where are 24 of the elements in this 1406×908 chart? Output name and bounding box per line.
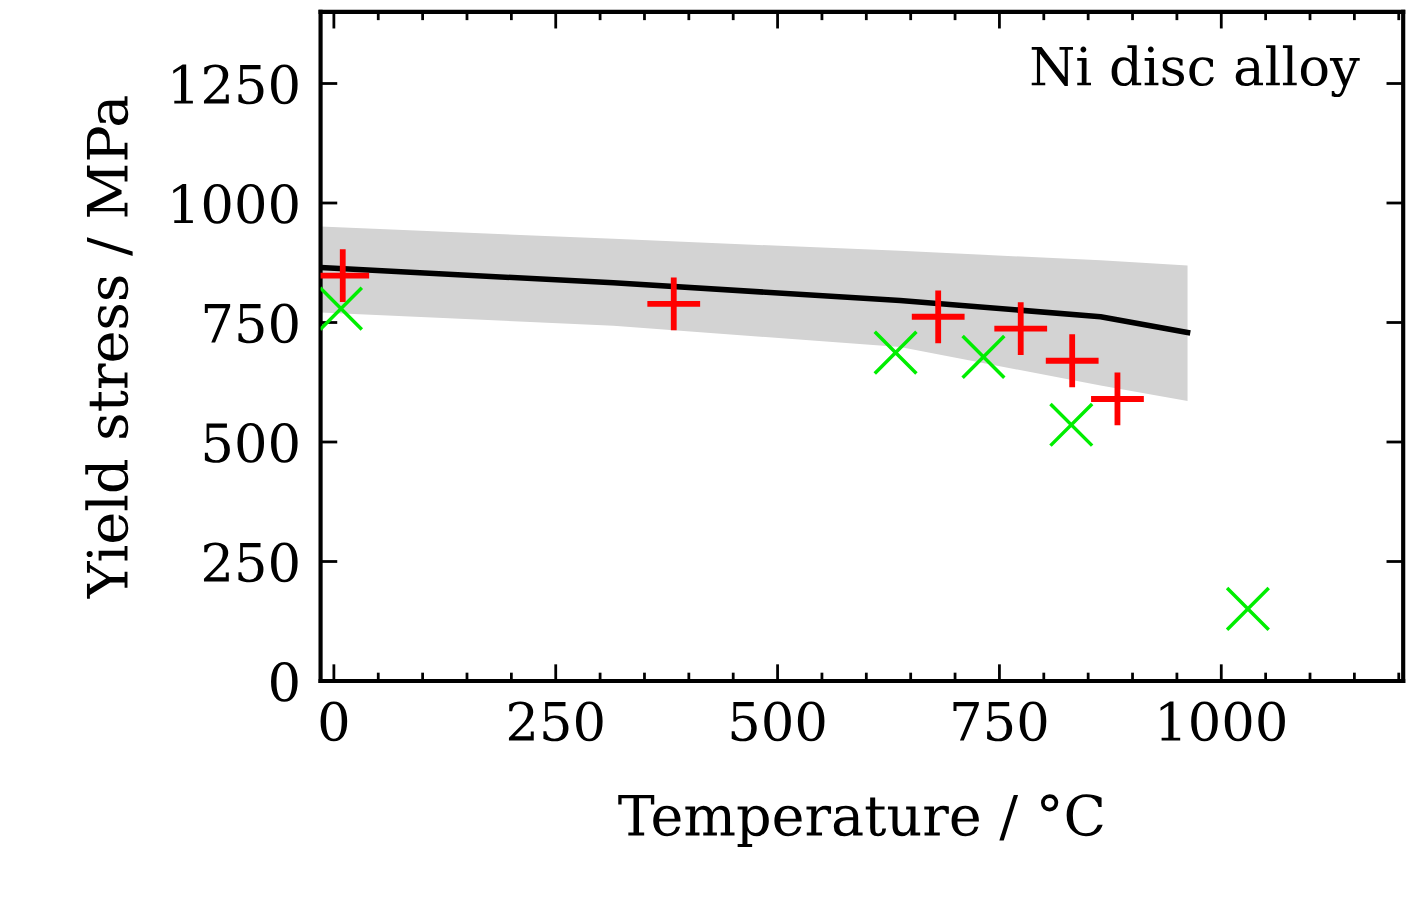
point bbox=[1091, 372, 1144, 426]
x-tick-label: 0 bbox=[320, 701, 348, 742]
annotation: Ni disc alloy bbox=[1031, 45, 1360, 98]
point bbox=[1048, 402, 1094, 448]
y-axis-title: Yield stress / MPa bbox=[85, 96, 133, 599]
y-tick-label: 500 bbox=[204, 422, 298, 463]
x-tick-label: 750 bbox=[953, 701, 1047, 742]
x-tick-label: 1000 bbox=[1160, 701, 1285, 742]
point bbox=[1045, 334, 1099, 388]
y-tick-label: 1000 bbox=[173, 183, 298, 224]
x-axis-title: Temperature / °C bbox=[618, 794, 1103, 847]
point bbox=[647, 277, 701, 331]
x-tick-label: 250 bbox=[508, 701, 603, 742]
y-tick-label: 250 bbox=[203, 542, 298, 583]
point bbox=[320, 286, 364, 332]
point bbox=[1225, 586, 1271, 632]
point bbox=[994, 302, 1048, 356]
y-tick-label: 1250 bbox=[173, 64, 298, 105]
point bbox=[960, 334, 1007, 380]
y-tick-label: 0 bbox=[271, 661, 298, 702]
point bbox=[911, 290, 965, 344]
x-tick-label: 500 bbox=[731, 701, 825, 742]
y-tick-label: 750 bbox=[204, 303, 298, 344]
point bbox=[873, 330, 919, 376]
